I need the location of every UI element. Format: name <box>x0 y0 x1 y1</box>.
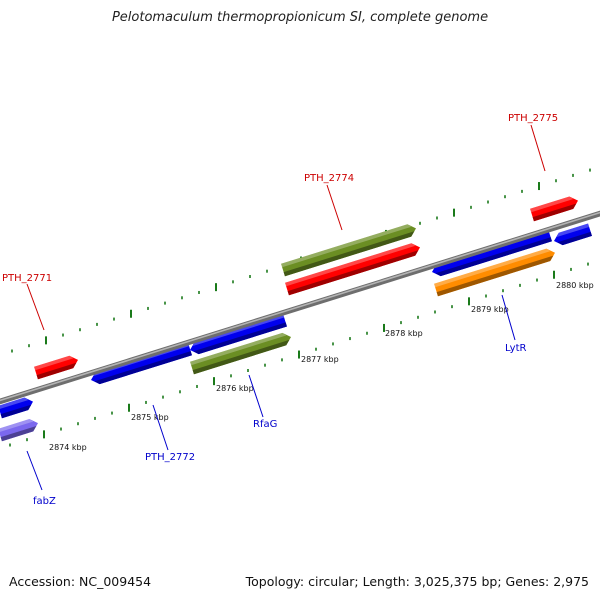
lower-scale-row <box>9 262 589 447</box>
gene-pth2771 <box>34 355 79 380</box>
genome-backbone <box>0 210 600 405</box>
gene-forward-left <box>0 397 34 419</box>
gene-pth2774 <box>285 243 421 296</box>
tick-labels: 2874 kbp 2875 kbp 2876 kbp 2877 kbp 2878… <box>49 281 594 452</box>
gene-label-pth2771: PTH_2771 <box>2 273 52 284</box>
accession-text: Accession: NC_009454 <box>9 574 152 589</box>
leader-pth2774 <box>326 184 343 231</box>
gene-label-pth2772: PTH_2772 <box>145 452 195 463</box>
genome-summary: Topology: circular; Length: 3,025,375 bp… <box>245 574 589 589</box>
tick-label-2875: 2875 kbp <box>131 413 169 422</box>
map-title: Pelotomaculum thermopropionicum SI, comp… <box>111 10 489 25</box>
label-leaders <box>26 124 546 491</box>
tick-label-2880: 2880 kbp <box>556 281 594 290</box>
leader-pth2775 <box>530 124 546 172</box>
gene-features <box>0 196 592 442</box>
gene-label-fabz: fabZ <box>33 496 56 507</box>
gene-label-pth2774: PTH_2774 <box>304 173 354 184</box>
leader-lytr <box>501 294 516 341</box>
leader-rfag <box>248 374 264 418</box>
leader-fabz <box>26 450 43 491</box>
gene-label-lytr: LytR <box>505 343 526 354</box>
gene-labels: PTH_2771 PTH_2774 PTH_2775 PTH_2772 RfaG… <box>2 113 558 507</box>
gene-rfag <box>190 332 292 375</box>
leader-pth2772 <box>152 404 169 451</box>
gene-pth2772 <box>91 342 192 385</box>
gene-blue-far-right <box>554 223 592 246</box>
tick-label-2874: 2874 kbp <box>49 443 87 452</box>
tick-label-2877: 2877 kbp <box>301 355 339 364</box>
tick-label-2879: 2879 kbp <box>471 305 509 314</box>
leader-pth2771 <box>26 283 45 331</box>
gene-pth2773 <box>281 224 417 277</box>
gene-fabz <box>0 418 39 442</box>
tick-label-2876: 2876 kbp <box>216 384 254 393</box>
gene-label-rfag: RfaG <box>253 419 277 430</box>
tick-label-2878: 2878 kbp <box>385 329 423 338</box>
gene-lytr <box>434 248 556 297</box>
gene-pth2775 <box>530 196 579 222</box>
gene-label-pth2775: PTH_2775 <box>508 113 558 124</box>
